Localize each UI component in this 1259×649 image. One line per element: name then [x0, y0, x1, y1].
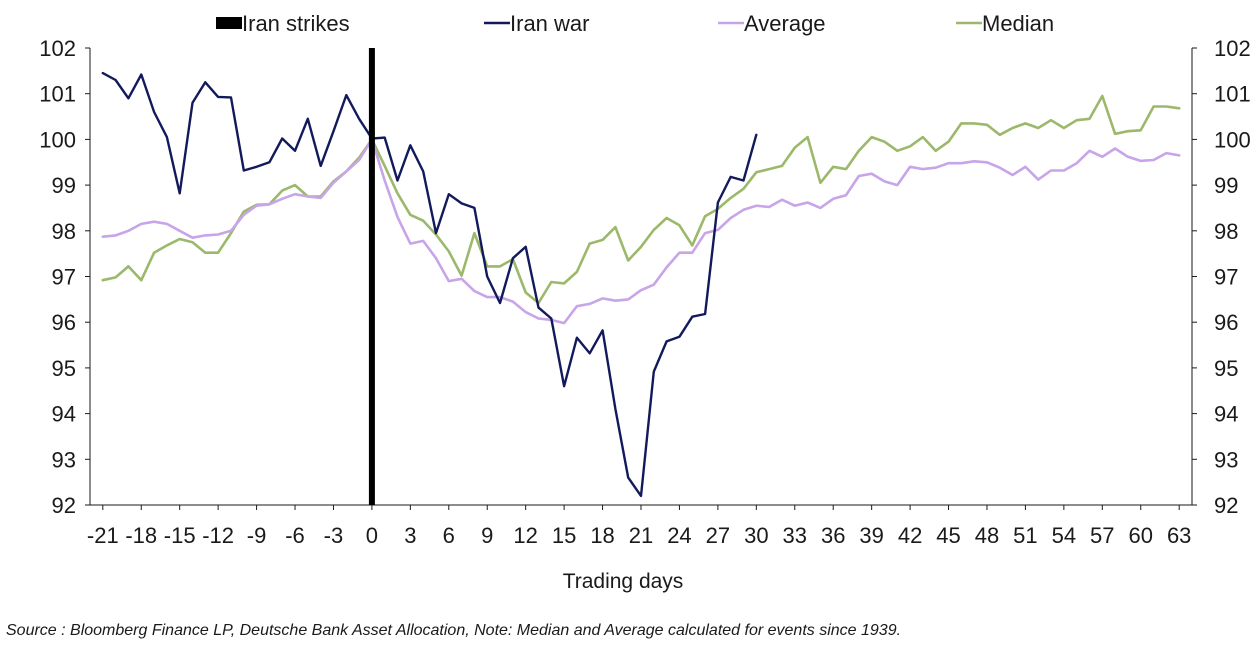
y-tick-label-left: 102 [39, 36, 76, 61]
y-tick-label-right: 102 [1214, 36, 1251, 61]
x-tick-label: 60 [1129, 523, 1153, 548]
legend-label-median: Median [982, 11, 1054, 36]
x-tick-label: 6 [443, 523, 455, 548]
y-tick-label-right: 99 [1214, 173, 1238, 198]
y-tick-label-left: 94 [52, 402, 76, 427]
x-tick-label: 21 [629, 523, 653, 548]
x-tick-label: 18 [590, 523, 614, 548]
y-tick-label-left: 99 [52, 173, 76, 198]
y-tick-label-right: 96 [1214, 310, 1238, 335]
legend-swatch-iran-strikes [216, 17, 242, 29]
x-tick-label: 15 [552, 523, 576, 548]
x-tick-label: -3 [324, 523, 344, 548]
x-tick-label: 63 [1167, 523, 1191, 548]
x-tick-label: -15 [164, 523, 196, 548]
x-tick-label: 48 [975, 523, 999, 548]
x-tick-label: 51 [1013, 523, 1037, 548]
y-tick-label-left: 95 [52, 356, 76, 381]
series-line-average [101, 138, 1181, 325]
y-tick-label-left: 93 [52, 447, 76, 472]
x-tick-label: -12 [202, 523, 234, 548]
y-tick-label-right: 92 [1214, 493, 1238, 518]
y-tick-label-right: 94 [1214, 402, 1238, 427]
x-tick-label: 24 [667, 523, 691, 548]
source-note: Source : Bloomberg Finance LP, Deutsche … [6, 622, 902, 639]
x-tick-label: 27 [706, 523, 730, 548]
x-tick-label: -21 [87, 523, 119, 548]
x-tick-label: 9 [481, 523, 493, 548]
x-tick-label: -6 [285, 523, 305, 548]
series-line-median [101, 94, 1181, 305]
x-tick-label: 39 [859, 523, 883, 548]
y-tick-label-left: 96 [52, 310, 76, 335]
x-tick-label: 42 [898, 523, 922, 548]
y-tick-label-left: 97 [52, 265, 76, 290]
x-tick-label: 30 [744, 523, 768, 548]
x-tick-label: -18 [125, 523, 157, 548]
y-tick-label-right: 93 [1214, 447, 1238, 472]
y-tick-label-right: 97 [1214, 265, 1238, 290]
y-tick-label-right: 101 [1214, 82, 1251, 107]
y-tick-label-right: 98 [1214, 219, 1238, 244]
legend-label-iran-war: Iran war [510, 11, 589, 36]
legend: Iran strikes Iran war Average Median [216, 11, 1054, 36]
x-tick-label: -9 [247, 523, 267, 548]
x-tick-label: 54 [1052, 523, 1076, 548]
x-tick-label: 3 [404, 523, 416, 548]
x-tick-label: 36 [821, 523, 845, 548]
y-tick-label-right: 100 [1214, 127, 1251, 152]
legend-label-iran-strikes: Iran strikes [242, 11, 350, 36]
y-tick-label-left: 100 [39, 127, 76, 152]
x-axis-title: Trading days [563, 570, 684, 593]
y-tick-label-left: 98 [52, 219, 76, 244]
y-tick-label-left: 92 [52, 493, 76, 518]
x-tick-label: 57 [1090, 523, 1114, 548]
series-line-iran-war [101, 71, 758, 498]
x-tick-label: 45 [936, 523, 960, 548]
x-tick-label: 33 [783, 523, 807, 548]
x-tick-label: 12 [513, 523, 537, 548]
y-tick-label-left: 101 [39, 82, 76, 107]
legend-label-average: Average [744, 11, 826, 36]
x-tick-label: 0 [366, 523, 378, 548]
y-tick-label-right: 95 [1214, 356, 1238, 381]
series-layer [101, 71, 1181, 498]
